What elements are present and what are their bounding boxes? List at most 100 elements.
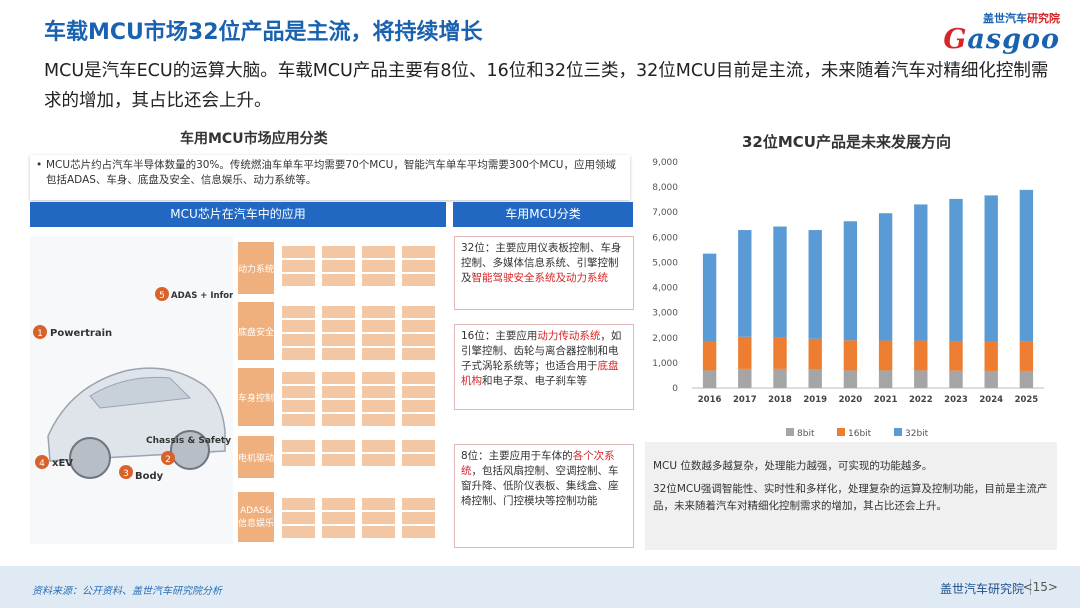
bar-8bit [1019, 370, 1034, 388]
grid-category: 车身控制 [238, 368, 274, 426]
grid-cell [282, 414, 315, 426]
callout-1: 1 Powertrain [33, 325, 112, 339]
grid-cell [362, 306, 395, 318]
grid-cell [362, 274, 395, 286]
y-tick-label: 8,000 [652, 183, 678, 193]
svg-text:4: 4 [39, 459, 45, 469]
logo-wordmark: Gasgoo [943, 24, 1060, 55]
x-tick-label: 2021 [874, 395, 898, 405]
grid-cell [362, 526, 395, 538]
grid-cell [402, 260, 435, 272]
legend-swatch-8bit [786, 428, 794, 436]
grid-cell [402, 334, 435, 346]
callout-2: 2 Chassis & Safety [146, 436, 231, 465]
grid-cell [282, 348, 315, 360]
svg-text:Chassis & Safety: Chassis & Safety [146, 436, 231, 446]
grid-cell [402, 454, 435, 466]
bar-32bit [914, 204, 928, 341]
grid-cell [402, 348, 435, 360]
legend-label: 16bit [848, 429, 872, 439]
grid-cell [322, 454, 355, 466]
svg-text:1: 1 [37, 329, 43, 339]
y-tick-label: 2,000 [652, 334, 678, 344]
bar-32bit [738, 230, 752, 337]
y-tick-label: 9,000 [652, 158, 678, 168]
grid-cell [402, 372, 435, 384]
bar-16bit [843, 340, 858, 371]
bar-16bit [738, 336, 752, 369]
grid-cell [282, 386, 315, 398]
x-tick-label: 2018 [768, 395, 792, 405]
grid-cell [322, 372, 355, 384]
grid-cell [322, 306, 355, 318]
bar-16bit [914, 340, 928, 371]
x-tick-label: 2022 [909, 395, 933, 405]
grid-cell [322, 334, 355, 346]
bar-16bit [949, 341, 963, 371]
application-grid: 动力系统 底盘安全 车身控制 电机驱动 ADAS&信息娱乐 [238, 240, 443, 544]
grid-cell [362, 260, 395, 272]
grid-cell [322, 386, 355, 398]
x-tick-label: 2017 [733, 395, 757, 405]
grid-cell [362, 400, 395, 412]
grid-cell [362, 372, 395, 384]
grid-cell [402, 306, 435, 318]
y-tick-label: 7,000 [652, 208, 678, 218]
bar-8bit [949, 370, 963, 388]
grid-cell [282, 260, 315, 272]
bar-32bit [773, 226, 787, 338]
legend-swatch-32bit [894, 428, 902, 436]
grid-cell [322, 274, 355, 286]
grid-cell [362, 246, 395, 258]
svg-text:2: 2 [165, 455, 171, 465]
page-subtitle: MCU是汽车ECU的运算大脑。车载MCU产品主要有8位、16位和32位三类，32… [44, 61, 1049, 111]
grid-cell [322, 246, 355, 258]
bar-8bit [914, 370, 928, 388]
left-section-heading: 车用MCU市场应用分类 [180, 131, 328, 147]
page-number: <15> [1022, 580, 1058, 594]
class-32bit: 32位：主要应用仪表板控制、车身控制、多媒体信息系统、引擎控制及智能驾驶安全系统… [454, 236, 634, 310]
x-tick-label: 2025 [1015, 395, 1039, 405]
bar-32bit [808, 230, 822, 339]
svg-text:5: 5 [159, 291, 165, 301]
bar-16bit [984, 341, 998, 371]
grid-cell [362, 334, 395, 346]
grid-cell [362, 498, 395, 510]
classification-bar: 车用MCU分类 [453, 202, 633, 227]
grid-cell [282, 440, 315, 452]
bar-32bit [1019, 189, 1034, 342]
grid-category: 动力系统 [238, 242, 274, 294]
grid-cell [282, 454, 315, 466]
footer-org: 盖世汽车研究院 [939, 582, 1024, 596]
grid-cell [322, 414, 355, 426]
bar-16bit [1019, 341, 1034, 371]
grid-cell [362, 386, 395, 398]
note-line: MCU 位数越多越复杂，处理能力越强，可实现的功能越多。 [653, 460, 933, 472]
grid-cell [402, 512, 435, 524]
grid-cell [282, 274, 315, 286]
grid-category: 底盘安全 [238, 302, 274, 360]
logo-brand: 盖世汽车研究院 [983, 10, 1060, 26]
mcu-stacked-bar-chart: 0 1,000 2,000 3,000 4,000 5,000 6,000 7,000 8,00… [652, 158, 1044, 439]
callout-3: 3 Body [119, 465, 164, 482]
class-8bit: 8位：主要应用于车体的各个次系统，包括风扇控制、空调控制、车窗升降、低阶仪表板、… [454, 444, 634, 548]
grid-cell [362, 454, 395, 466]
grid-category: 电机驱动 [238, 436, 274, 478]
grid-cell [282, 246, 315, 258]
grid-cell [402, 440, 435, 452]
bar-8bit [984, 370, 998, 388]
grid-cell [402, 386, 435, 398]
car-illustration: 1 Powertrain 5 ADAS + Information 4 xEV … [30, 236, 233, 544]
chart-title: 32位MCU产品是未来发展方向 [742, 133, 951, 151]
bar-32bit [702, 253, 717, 342]
grid-category: ADAS&信息娱乐 [238, 492, 274, 542]
bar-32bit [843, 221, 858, 341]
grid-cell [282, 320, 315, 332]
grid-cell [322, 348, 355, 360]
legend-label: 32bit [905, 429, 929, 439]
svg-text:Powertrain: Powertrain [50, 328, 112, 339]
grid-cell [322, 440, 355, 452]
bar-16bit [808, 338, 822, 370]
footer-divider [1030, 579, 1031, 595]
grid-cell [402, 526, 435, 538]
